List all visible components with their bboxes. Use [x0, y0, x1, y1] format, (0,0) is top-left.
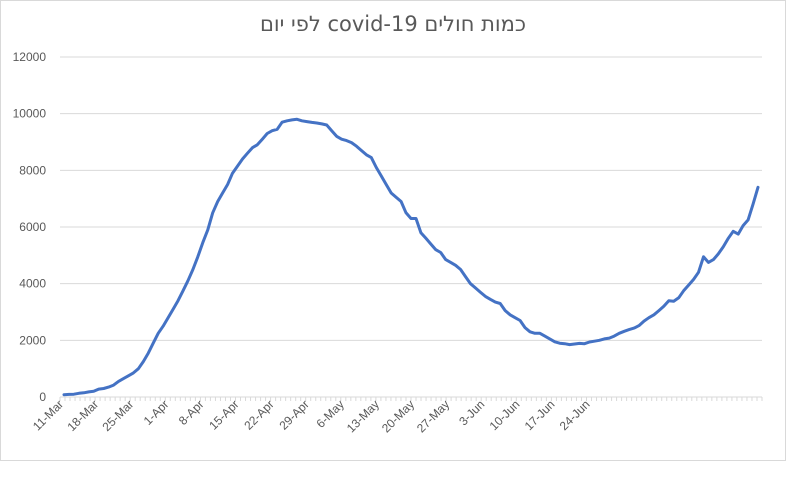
y-tick-label: 2000	[19, 333, 46, 347]
x-tick-label: 22-Apr	[241, 397, 276, 432]
y-tick-label: 0	[39, 390, 46, 404]
x-tick-label: 11-Mar	[30, 397, 66, 433]
x-tick-label: 8-Apr	[176, 397, 207, 428]
y-tick-label: 10000	[13, 107, 47, 121]
x-tick-label: 29-Apr	[276, 397, 311, 432]
x-tick-label: 3-Jun	[456, 397, 487, 428]
x-tick-label: 27-May	[414, 397, 452, 435]
x-tick-label: 1-Apr	[141, 397, 172, 428]
y-tick-label: 6000	[19, 220, 46, 234]
x-tick-label: 13-May	[344, 397, 382, 435]
y-tick-label: 4000	[19, 277, 46, 291]
x-tick-label: 6-May	[313, 397, 346, 430]
x-tick-label: 20-May	[379, 397, 417, 435]
y-tick-label: 8000	[19, 163, 46, 177]
x-tick-label: 18-Mar	[64, 397, 101, 434]
x-tick-label: 24-Jun	[557, 397, 593, 433]
y-tick-label: 12000	[13, 50, 47, 64]
chart-title: כמות חולים covid-19 לפי יום	[259, 12, 526, 36]
x-tick-label: 17-Jun	[522, 397, 558, 433]
series-line	[62, 117, 760, 397]
x-tick-label: 15-Apr	[206, 397, 241, 432]
y-axis-ticks: 0 2000 4000 6000 8000 10000 12000	[13, 50, 47, 404]
x-tick-label: 10-Jun	[487, 397, 523, 433]
chart-frame	[0, 0, 786, 461]
x-tick-label: 25-Mar	[100, 397, 137, 434]
gridlines	[60, 56, 762, 341]
